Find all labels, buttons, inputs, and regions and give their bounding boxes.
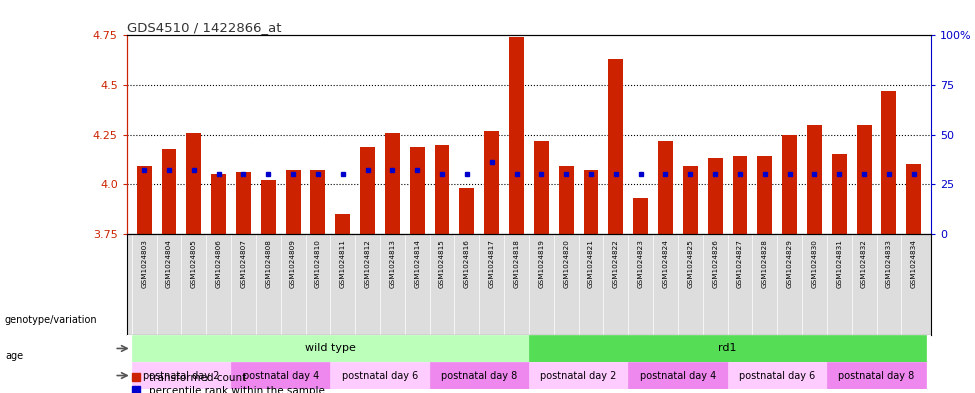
Text: GSM1024817: GSM1024817 (488, 239, 494, 288)
Text: GSM1024834: GSM1024834 (911, 239, 916, 288)
Text: GSM1024806: GSM1024806 (215, 239, 221, 288)
Text: postnatal day 2: postnatal day 2 (143, 371, 219, 380)
Text: GSM1024823: GSM1024823 (638, 239, 644, 288)
Bar (360, 147, 375, 234)
Bar (608, 59, 623, 234)
Text: GSM1024815: GSM1024815 (439, 239, 445, 288)
Bar (410, 147, 425, 234)
Text: genotype/variation: genotype/variation (5, 315, 98, 325)
Bar (682, 166, 698, 234)
Bar (261, 180, 276, 234)
Text: GSM1024808: GSM1024808 (265, 239, 271, 288)
Text: postnatal day 6: postnatal day 6 (739, 371, 815, 380)
Text: GSM1024820: GSM1024820 (564, 239, 569, 288)
Text: GSM1024805: GSM1024805 (191, 239, 197, 288)
Text: postnatal day 8: postnatal day 8 (838, 371, 915, 380)
Text: GSM1024811: GSM1024811 (339, 239, 346, 288)
Text: GSM1024816: GSM1024816 (464, 239, 470, 288)
Text: age: age (5, 351, 23, 361)
Bar (385, 132, 400, 234)
Text: GSM1024824: GSM1024824 (662, 239, 669, 288)
Text: GSM1024819: GSM1024819 (538, 239, 544, 288)
Text: GSM1024830: GSM1024830 (811, 239, 817, 288)
Bar (231, 362, 331, 389)
Bar (132, 362, 231, 389)
Bar (907, 164, 921, 234)
Bar (132, 335, 528, 362)
Text: GSM1024833: GSM1024833 (886, 239, 892, 288)
Text: GSM1024814: GSM1024814 (414, 239, 420, 288)
Bar (331, 362, 430, 389)
Bar (528, 362, 628, 389)
Text: GDS4510 / 1422866_at: GDS4510 / 1422866_at (127, 21, 281, 34)
Text: GSM1024818: GSM1024818 (514, 239, 520, 288)
Text: GSM1024829: GSM1024829 (787, 239, 793, 288)
Bar (857, 125, 872, 234)
Bar (534, 141, 549, 234)
Bar (162, 149, 176, 234)
Bar (335, 214, 350, 234)
Bar (528, 335, 926, 362)
Text: GSM1024807: GSM1024807 (241, 239, 247, 288)
Legend: transformed count, percentile rank within the sample: transformed count, percentile rank withi… (132, 373, 325, 393)
Text: GSM1024826: GSM1024826 (712, 239, 719, 288)
Bar (832, 154, 846, 234)
Bar (186, 132, 201, 234)
Text: GSM1024804: GSM1024804 (166, 239, 172, 288)
Bar (459, 188, 474, 234)
Text: GSM1024810: GSM1024810 (315, 239, 321, 288)
Text: postnatal day 2: postnatal day 2 (540, 371, 617, 380)
Text: postnatal day 8: postnatal day 8 (441, 371, 518, 380)
Bar (430, 362, 528, 389)
Text: postnatal day 4: postnatal day 4 (243, 371, 319, 380)
Text: GSM1024809: GSM1024809 (291, 239, 296, 288)
Text: GSM1024827: GSM1024827 (737, 239, 743, 288)
Text: GSM1024821: GSM1024821 (588, 239, 594, 288)
Bar (827, 362, 926, 389)
Bar (881, 91, 896, 234)
Bar (782, 135, 798, 234)
Bar (509, 37, 524, 234)
Text: GSM1024812: GSM1024812 (365, 239, 370, 288)
Bar (435, 145, 449, 234)
Bar (584, 170, 599, 234)
Bar (633, 198, 648, 234)
Bar (708, 158, 722, 234)
Text: postnatal day 6: postnatal day 6 (342, 371, 418, 380)
Text: GSM1024813: GSM1024813 (389, 239, 396, 288)
Bar (559, 166, 573, 234)
Text: GSM1024828: GSM1024828 (761, 239, 767, 288)
Bar (758, 156, 772, 234)
Text: GSM1024822: GSM1024822 (613, 239, 619, 288)
Bar (658, 141, 673, 234)
Bar (212, 174, 226, 234)
Text: GSM1024831: GSM1024831 (837, 239, 842, 288)
Text: GSM1024803: GSM1024803 (141, 239, 147, 288)
Bar (628, 362, 727, 389)
Bar (732, 156, 748, 234)
Bar (310, 170, 326, 234)
Bar (485, 130, 499, 234)
Bar (236, 173, 251, 234)
Text: GSM1024825: GSM1024825 (687, 239, 693, 288)
Bar (727, 362, 827, 389)
Bar (807, 125, 822, 234)
Text: GSM1024832: GSM1024832 (861, 239, 867, 288)
Text: rd1: rd1 (719, 343, 737, 353)
Text: wild type: wild type (305, 343, 356, 353)
Bar (136, 166, 151, 234)
Text: postnatal day 4: postnatal day 4 (640, 371, 716, 380)
Bar (286, 170, 300, 234)
